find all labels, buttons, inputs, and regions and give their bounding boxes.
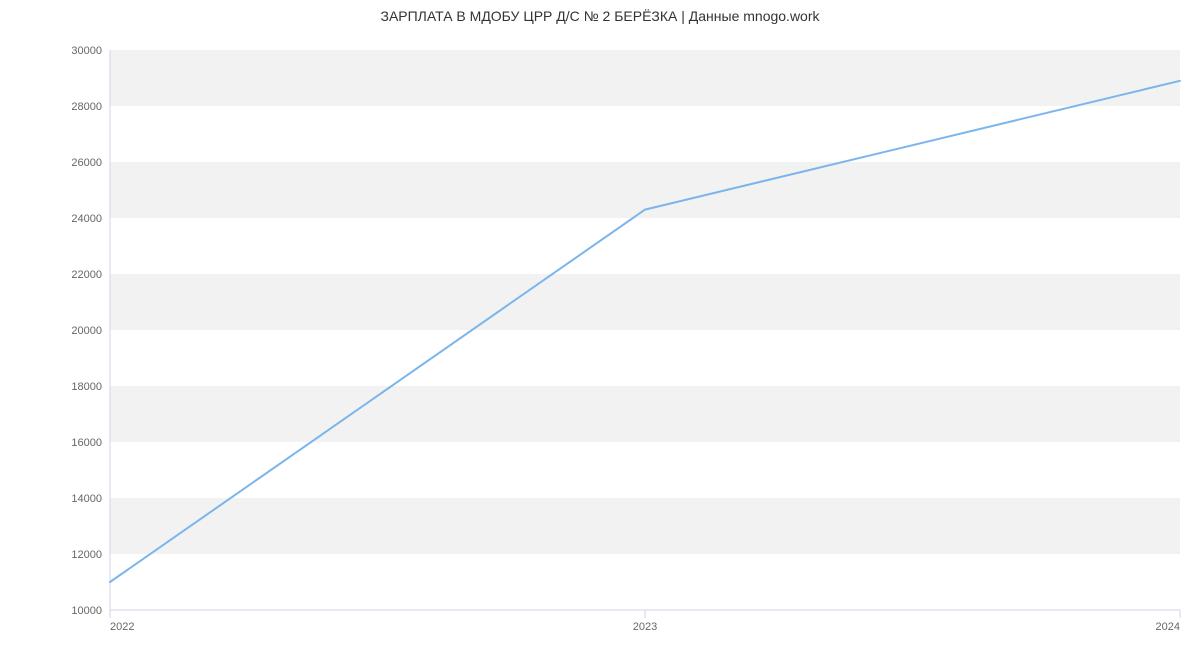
y-tick-label: 20000	[71, 325, 102, 337]
y-tick-label: 26000	[71, 157, 102, 169]
grid-band	[110, 386, 1180, 442]
x-tick-label: 2024	[1156, 621, 1180, 633]
x-tick-label: 2023	[633, 621, 657, 633]
chart-title: ЗАРПЛАТА В МДОБУ ЦРР Д/С № 2 БЕРЁЗКА | Д…	[0, 8, 1200, 24]
chart-svg: 10000 12000 14000 16000 18000 20000 22000 24000…	[0, 0, 1200, 650]
x-tick-label: 2022	[110, 621, 134, 633]
salary-line-chart: ЗАРПЛАТА В МДОБУ ЦРР Д/С № 2 БЕРЁЗКА | Д…	[0, 0, 1200, 650]
y-tick-label: 24000	[71, 213, 102, 225]
y-tick-label: 10000	[71, 605, 102, 617]
y-tick-label: 30000	[71, 45, 102, 57]
grid-band	[110, 50, 1180, 106]
grid-band	[110, 106, 1180, 162]
grid-band	[110, 498, 1180, 554]
y-tick-label: 22000	[71, 269, 102, 281]
grid-band	[110, 554, 1180, 610]
grid-band	[110, 274, 1180, 330]
grid-band	[110, 330, 1180, 386]
y-tick-label: 18000	[71, 381, 102, 393]
y-tick-label: 14000	[71, 493, 102, 505]
y-tick-label: 28000	[71, 101, 102, 113]
grid-band	[110, 218, 1180, 274]
y-tick-label: 16000	[71, 437, 102, 449]
y-tick-label: 12000	[71, 549, 102, 561]
